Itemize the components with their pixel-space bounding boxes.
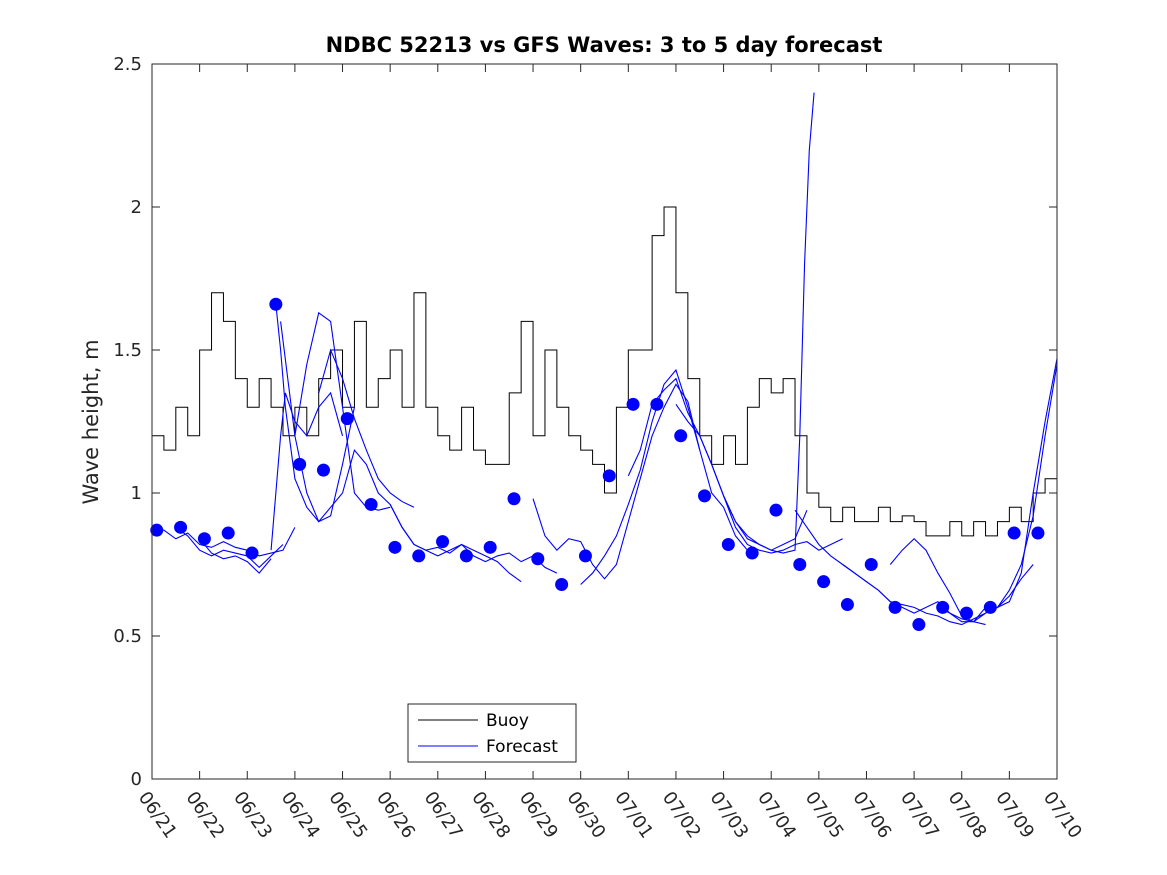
plot-area: [150, 92, 1058, 632]
forecast-line-13: [675, 404, 843, 554]
legend: Buoy Forecast: [407, 703, 577, 763]
legend-box: [407, 703, 577, 763]
forecast-marker: [436, 535, 450, 549]
forecast-line-5: [280, 321, 355, 523]
forecast-marker: [1031, 526, 1045, 540]
y-tick-label: 2.5: [113, 54, 142, 75]
forecast-marker: [483, 540, 497, 554]
forecast-marker: [936, 600, 950, 614]
forecast-marker: [769, 503, 783, 517]
forecast-line-4: [275, 304, 343, 523]
forecast-marker: [1007, 526, 1021, 540]
forecast-marker: [602, 469, 616, 483]
forecast-marker: [174, 520, 188, 534]
forecast-marker: [340, 412, 354, 426]
forecast-line-9: [389, 504, 558, 574]
legend-buoy-label: Buoy: [486, 711, 529, 731]
forecast-marker: [698, 489, 712, 503]
forecast-line-0: [152, 527, 296, 557]
forecast-line-10: [532, 383, 701, 580]
forecast-line-11: [580, 368, 748, 585]
y-tick-label: 0: [131, 769, 142, 790]
forecast-marker: [507, 492, 521, 506]
forecast-marker: [221, 526, 235, 540]
buoy-series-line: [152, 206, 1058, 537]
forecast-marker: [840, 598, 854, 612]
forecast-marker: [793, 558, 807, 571]
forecast-marker: [888, 600, 902, 614]
y-tick-label: 2: [131, 197, 142, 218]
forecast-line-7: [318, 348, 415, 508]
forecast-marker: [364, 497, 378, 511]
forecast-line-18: [937, 364, 1058, 623]
forecast-marker: [245, 546, 259, 560]
axes-frame: [151, 63, 1058, 780]
chart-title: NDBC 52213 vs GFS Waves: 3 to 5 day fore…: [326, 33, 883, 57]
forecast-marker: [578, 549, 592, 563]
forecast-marker: [388, 540, 402, 554]
forecast-marker: [912, 618, 926, 632]
forecast-marker: [721, 537, 735, 551]
forecast-marker: [674, 429, 688, 443]
y-tick-label: 1: [131, 483, 142, 504]
forecast-marker: [293, 457, 307, 471]
forecast-marker: [412, 549, 426, 563]
forecast-marker: [269, 297, 283, 311]
forecast-marker: [864, 558, 878, 571]
forecast-marker: [197, 532, 211, 546]
forecast-line-16: [842, 564, 1034, 626]
forecast-line-1: [175, 526, 284, 569]
forecast-marker: [983, 600, 997, 614]
forecast-marker: [817, 575, 831, 589]
legend-forecast-label: Forecast: [486, 737, 558, 757]
forecast-line-2: [199, 538, 272, 574]
forecast-marker: [150, 523, 164, 537]
forecast-marker: [626, 397, 640, 411]
forecast-line-14: [723, 92, 815, 554]
y-tick-label: 0.5: [113, 626, 142, 647]
forecast-marker: [960, 606, 973, 620]
forecast-marker: [459, 549, 473, 563]
forecast-marker: [650, 397, 664, 411]
forecast-marker: [555, 578, 569, 592]
forecast-marker: [316, 463, 330, 477]
y-tick-label: 1.5: [113, 340, 142, 361]
forecast-marker: [531, 552, 545, 566]
y-axis-label: Wave height, m: [79, 339, 103, 504]
forecast-marker: [745, 546, 759, 560]
